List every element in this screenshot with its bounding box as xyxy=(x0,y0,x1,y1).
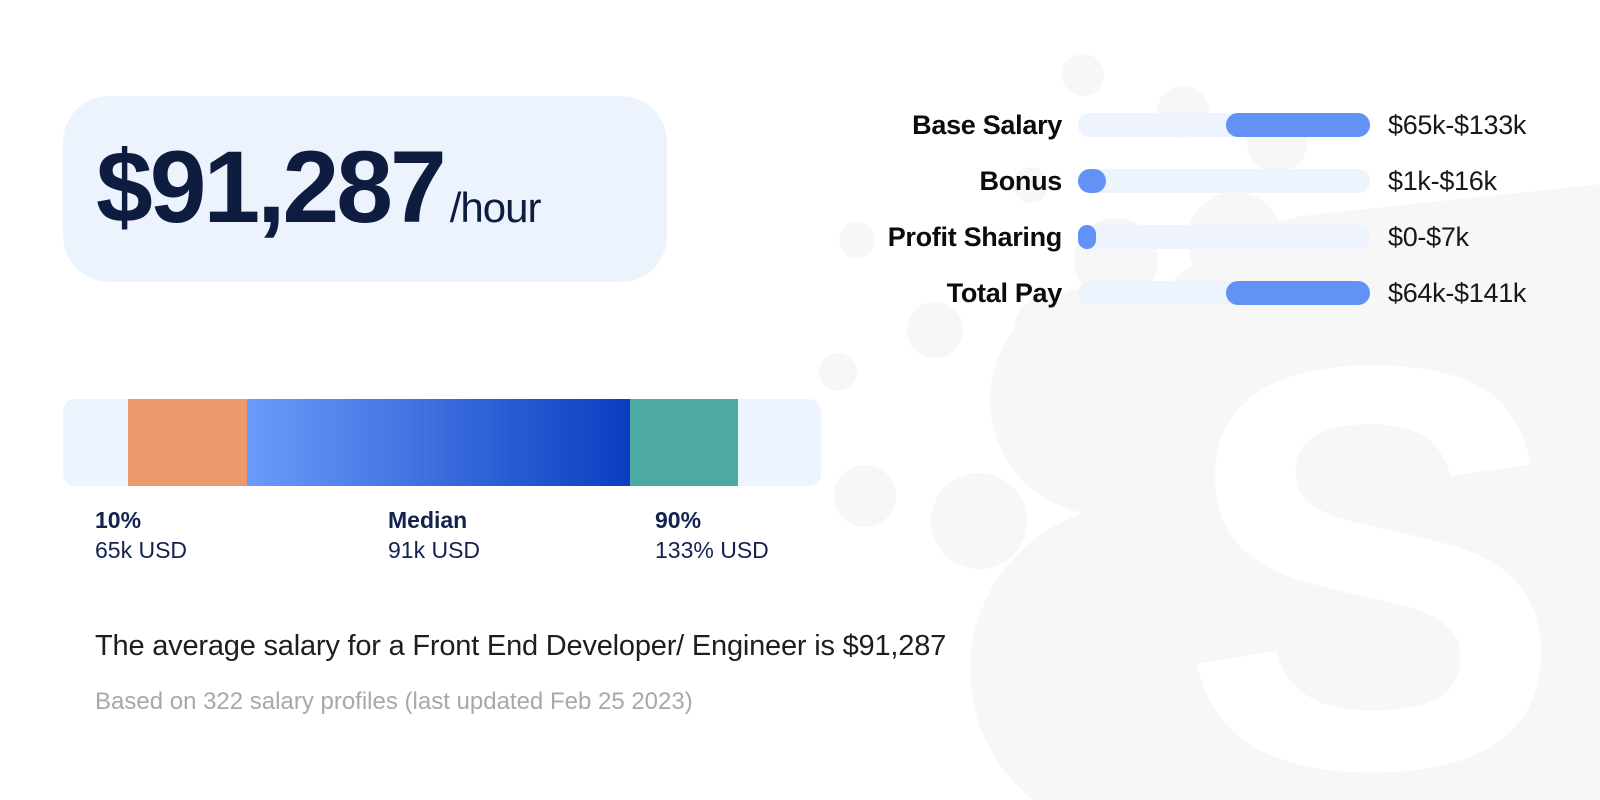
percentile-marker-label: Median xyxy=(388,507,468,533)
decorative-circle xyxy=(819,353,857,391)
compensation-range-value: $65k-$133k xyxy=(1388,109,1527,140)
average-salary-line: $91,287/hour xyxy=(63,136,542,238)
decorative-circle xyxy=(907,302,963,358)
percentile-marker-label: 10% xyxy=(95,507,142,533)
range-bar-fill xyxy=(1226,113,1370,137)
range-bar-track xyxy=(1078,225,1370,249)
range-bar-fill xyxy=(1078,169,1106,193)
range-bar-fill xyxy=(1226,281,1370,305)
compensation-range-value: $1k-$16k xyxy=(1388,165,1497,196)
range-bar-track xyxy=(1078,281,1370,305)
average-salary-amount: $91,287 xyxy=(96,130,447,244)
percentile-segment-median xyxy=(247,399,630,486)
compensation-range-value: $0-$7k xyxy=(1388,221,1469,252)
average-salary-card: $91,287/hour xyxy=(63,96,667,282)
compensation-row-profit-sharing: Profit Sharing $0-$7k xyxy=(822,209,1526,265)
compensation-row-bonus: Bonus $1k-$16k xyxy=(822,153,1526,209)
compensation-row-total-pay: Total Pay $64k-$141k xyxy=(822,265,1527,321)
decorative-circle xyxy=(1062,54,1104,96)
percentile-marker-label: 90% xyxy=(655,507,702,533)
decorative-circle xyxy=(1013,167,1049,203)
percentile-marker-median: Median 91k USD xyxy=(388,505,480,565)
percentile-marker-90th: 90% 133% USD xyxy=(655,505,769,565)
compensation-range-value: $64k-$141k xyxy=(1388,277,1527,308)
summary-title: The average salary for a Front End Devel… xyxy=(95,630,947,662)
watermark-letter: S xyxy=(1180,246,1564,800)
compensation-label: Profit Sharing xyxy=(887,221,1063,252)
compensation-row-base-salary: Base Salary $65k-$133k xyxy=(822,97,1526,153)
percentile-marker-value: 65k USD xyxy=(95,537,188,563)
compensation-label: Total Pay xyxy=(946,277,1063,308)
decorative-circle xyxy=(931,473,1027,569)
range-bar-track xyxy=(1078,169,1370,193)
percentile-marker-10th: 10% 65k USD xyxy=(95,505,187,565)
average-salary-unit: /hour xyxy=(449,184,542,231)
summary-subtitle: Based on 322 salary profiles (last updat… xyxy=(95,688,693,715)
percentile-segment-10th xyxy=(128,399,247,486)
percentile-marker-value: 133% USD xyxy=(655,537,769,563)
decorative-circle xyxy=(1014,294,1086,366)
percentile-bar xyxy=(63,399,821,486)
range-bar-fill xyxy=(1078,225,1096,249)
compensation-breakdown: Base Salary $65k-$133k Bonus $1k-$16k Pr… xyxy=(822,97,1527,321)
range-bar-track xyxy=(1078,113,1370,137)
compensation-label: Bonus xyxy=(979,165,1063,196)
compensation-label: Base Salary xyxy=(912,109,1062,140)
percentile-segment-90th xyxy=(630,399,738,486)
decorative-circle xyxy=(834,465,896,527)
decorative-circle xyxy=(839,222,875,258)
percentile-marker-value: 91k USD xyxy=(388,537,481,563)
